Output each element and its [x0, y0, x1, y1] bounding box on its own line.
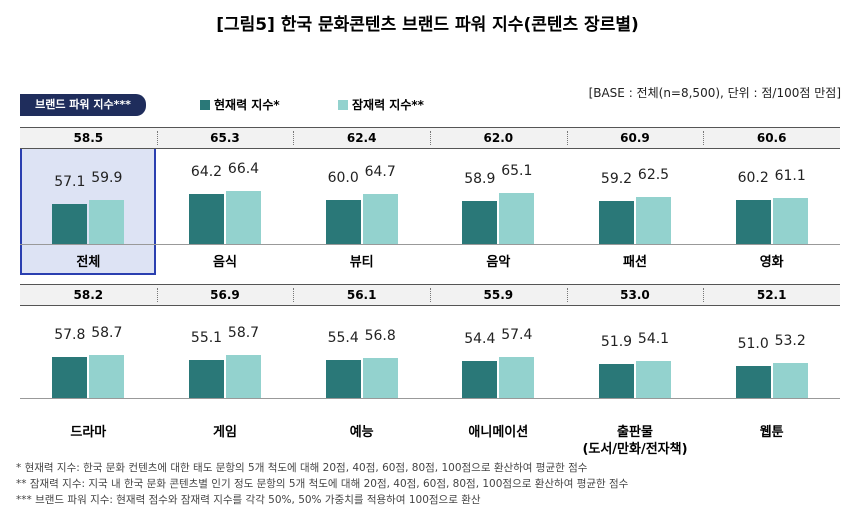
- legend-label: 잠재력 지수**: [352, 98, 424, 112]
- bar: [362, 193, 398, 244]
- index-cell: 56.1: [346, 288, 377, 302]
- category-label: 패션: [623, 255, 647, 270]
- index-cell: 62.4: [346, 131, 377, 145]
- bar: [325, 359, 361, 398]
- bar: [599, 200, 634, 244]
- bar: [362, 357, 398, 398]
- value-label: 62.5: [637, 166, 670, 183]
- value-label: 55.4: [327, 329, 359, 346]
- value-label: 57.8: [54, 326, 86, 343]
- footnote: *** 브랜드 파워 지수: 현재력 점수와 잠재력 지수를 각각 50%, 5…: [16, 494, 481, 506]
- category-label: 뷰티: [349, 255, 374, 270]
- value-label: 55.1: [190, 330, 223, 347]
- index-cell: 58.5: [73, 131, 104, 145]
- baseline: [20, 398, 840, 399]
- bar: [226, 191, 261, 244]
- value-label: 54.4: [464, 331, 496, 348]
- index-cell: 52.1: [756, 288, 787, 302]
- index-badge: 브랜드 파워 지수***: [20, 94, 146, 116]
- index-cell: 65.3: [210, 131, 240, 145]
- index-cell: 60.6: [756, 131, 787, 145]
- legend-swatch: [200, 100, 210, 110]
- bar: [325, 199, 361, 244]
- value-label: 53.2: [774, 332, 806, 349]
- category-label: 음악: [486, 255, 511, 270]
- value-label: 61.1: [774, 168, 806, 185]
- category-label: 예능: [349, 425, 374, 440]
- index-cell: 56.9: [210, 288, 240, 302]
- value-label: 56.8: [364, 327, 396, 344]
- index-cell: 62.0: [483, 131, 514, 145]
- bar: [499, 193, 535, 244]
- bar: [772, 198, 808, 244]
- value-label: 59.2: [600, 170, 633, 187]
- value-label: 59.9: [91, 169, 123, 186]
- category-label: 영화: [759, 255, 784, 270]
- chart-title: [그림5] 한국 문화콘텐츠 브랜드 파워 지수(콘텐츠 장르별): [216, 15, 639, 35]
- value-label: 58.9: [464, 171, 496, 188]
- cell-separator: [430, 288, 431, 302]
- bar: [226, 355, 261, 398]
- bar: [89, 199, 125, 244]
- value-label: 60.0: [327, 169, 359, 186]
- bar: [89, 355, 125, 398]
- category-label: 웹툰: [759, 425, 784, 440]
- value-label: 57.4: [501, 327, 533, 344]
- value-label: 58.7: [91, 325, 123, 342]
- cell-separator: [156, 288, 158, 302]
- bar: [636, 361, 671, 398]
- category-label: 음식: [213, 255, 237, 270]
- cell-separator: [293, 288, 295, 302]
- cell-separator: [293, 131, 295, 145]
- value-label: 57.1: [54, 173, 86, 190]
- value-label: 65.1: [501, 163, 533, 180]
- value-label: 64.2: [190, 164, 223, 181]
- cell-separator: [156, 131, 158, 145]
- category-label: 전체: [76, 255, 101, 270]
- index-cell: 60.9: [620, 131, 650, 145]
- cell-separator: [430, 131, 431, 145]
- bar: [499, 357, 535, 398]
- bar: [462, 361, 498, 398]
- legend-swatch: [338, 100, 348, 110]
- category-label: 출판물 (도서/만화/전자책): [582, 425, 688, 457]
- baseline: [20, 244, 840, 245]
- base-note: [BASE : 전체(n=8,500), 단위 : 점/100점 만점]: [588, 86, 841, 100]
- value-label: 60.2: [737, 169, 769, 186]
- highlight-box: [20, 127, 156, 275]
- index-cell: 58.2: [73, 288, 104, 302]
- legend-label: 현재력 지수*: [214, 98, 280, 112]
- bar: [772, 362, 808, 398]
- cell-separator: [566, 288, 568, 302]
- value-label: 58.7: [227, 325, 260, 342]
- bar: [52, 203, 88, 244]
- footnote: ** 잠재력 지수: 지국 내 한국 문화 콘텐츠별 인기 정도 문항의 5개 …: [16, 478, 629, 490]
- cell-separator: [703, 131, 705, 145]
- cell-separator: [703, 288, 705, 302]
- value-label: 51.0: [737, 335, 769, 352]
- bar: [189, 194, 224, 244]
- cell-separator: [566, 131, 568, 145]
- category-label: 드라마: [70, 425, 107, 440]
- bar: [735, 365, 771, 398]
- bar: [636, 196, 671, 244]
- bar: [599, 364, 634, 398]
- index-cell: 55.9: [483, 288, 514, 302]
- value-label: 51.9: [600, 334, 633, 351]
- value-label: 66.4: [227, 161, 260, 178]
- category-label: 게임: [213, 425, 237, 440]
- value-label: 54.1: [637, 331, 670, 348]
- category-label: 애니메이션: [468, 425, 529, 440]
- bar: [189, 360, 224, 398]
- bar: [462, 201, 498, 244]
- footnote: * 현재력 지수: 한국 문화 컨텐츠에 대한 태도 문항의 5개 척도에 대해…: [16, 462, 588, 474]
- bar: [735, 199, 771, 244]
- index-cell: 53.0: [620, 288, 650, 302]
- value-label: 64.7: [364, 163, 396, 180]
- bar: [52, 356, 88, 398]
